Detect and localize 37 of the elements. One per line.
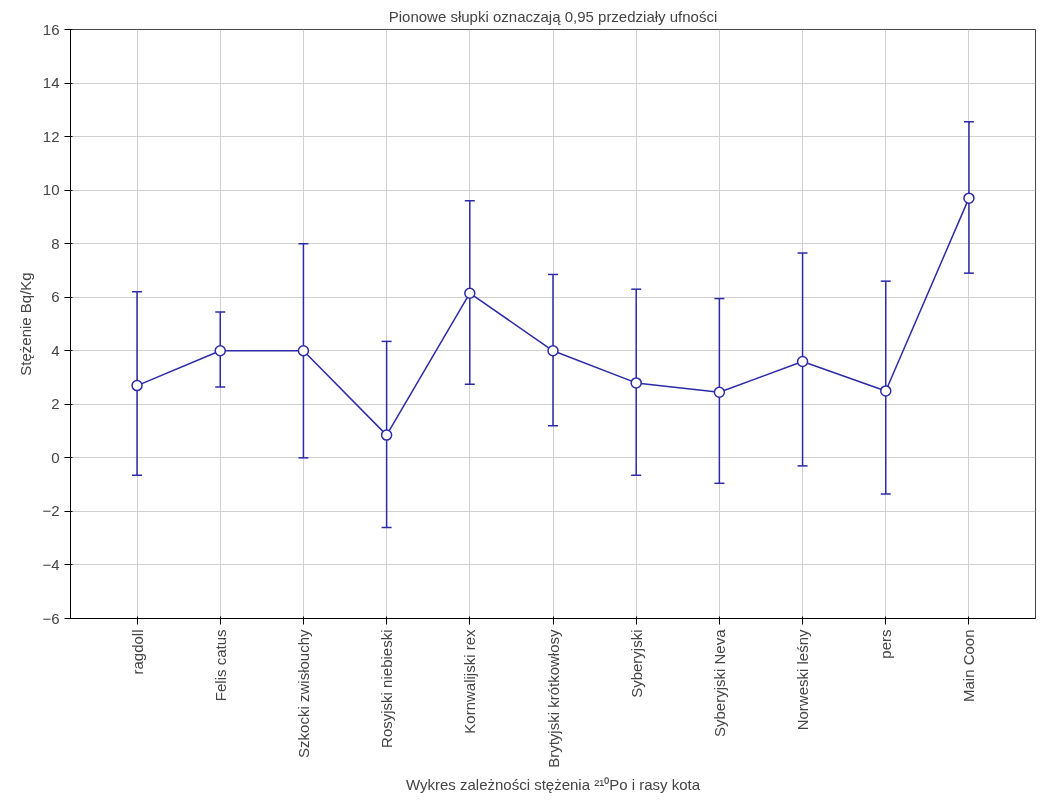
y-tick-label: −2 [42,502,60,520]
point [380,429,393,441]
x-tick-label: Rosyjski niebieski [378,629,396,748]
x-tick-label: Syberyjski Neva [710,628,728,738]
y-axis-title: Stężenie Bq/Kg [17,272,35,376]
y-tick-label: 6 [51,288,60,306]
point [464,287,476,299]
x-tick-label: Kornwalijski rex [461,629,479,734]
point [131,379,143,392]
point [880,385,892,397]
x-axis-title: Wykres zależności stężenia ²¹⁰Po i rasy kota [405,775,701,793]
point [547,345,559,357]
point [297,345,310,357]
y-tick-label: 0 [51,448,60,466]
y-tick-label: 2 [51,395,60,413]
point [214,345,226,357]
x-tick-label: Szkocki zwisłouchy [294,629,312,758]
y-tick-label: 16 [42,20,60,38]
y-tick-label: −4 [42,555,60,573]
x-tick-label: Norweski leśny [794,629,812,731]
x-tick-label: Syberyjski [627,629,645,698]
point [796,355,809,368]
x-tick-label: Felis catus [211,629,229,702]
y-tick-label: 12 [42,127,60,145]
y-tick-label: −6 [42,609,60,627]
point [630,377,642,389]
x-tick-label: pers [877,629,895,659]
x-tick-label: Brytyjski krótkowłosy [544,629,562,768]
y-tick-label: 4 [51,341,60,359]
point [963,192,975,204]
y-tick-label: 8 [51,234,60,252]
x-tick-label: ragdoll [128,629,146,675]
x-tick-label: Main Coon [960,629,978,703]
y-tick-label: 10 [42,181,60,199]
y-tick-label: 14 [42,74,60,92]
chart-title: Pionowe słupki oznaczają 0,95 przedziały ufności [388,7,718,25]
point [713,386,726,399]
